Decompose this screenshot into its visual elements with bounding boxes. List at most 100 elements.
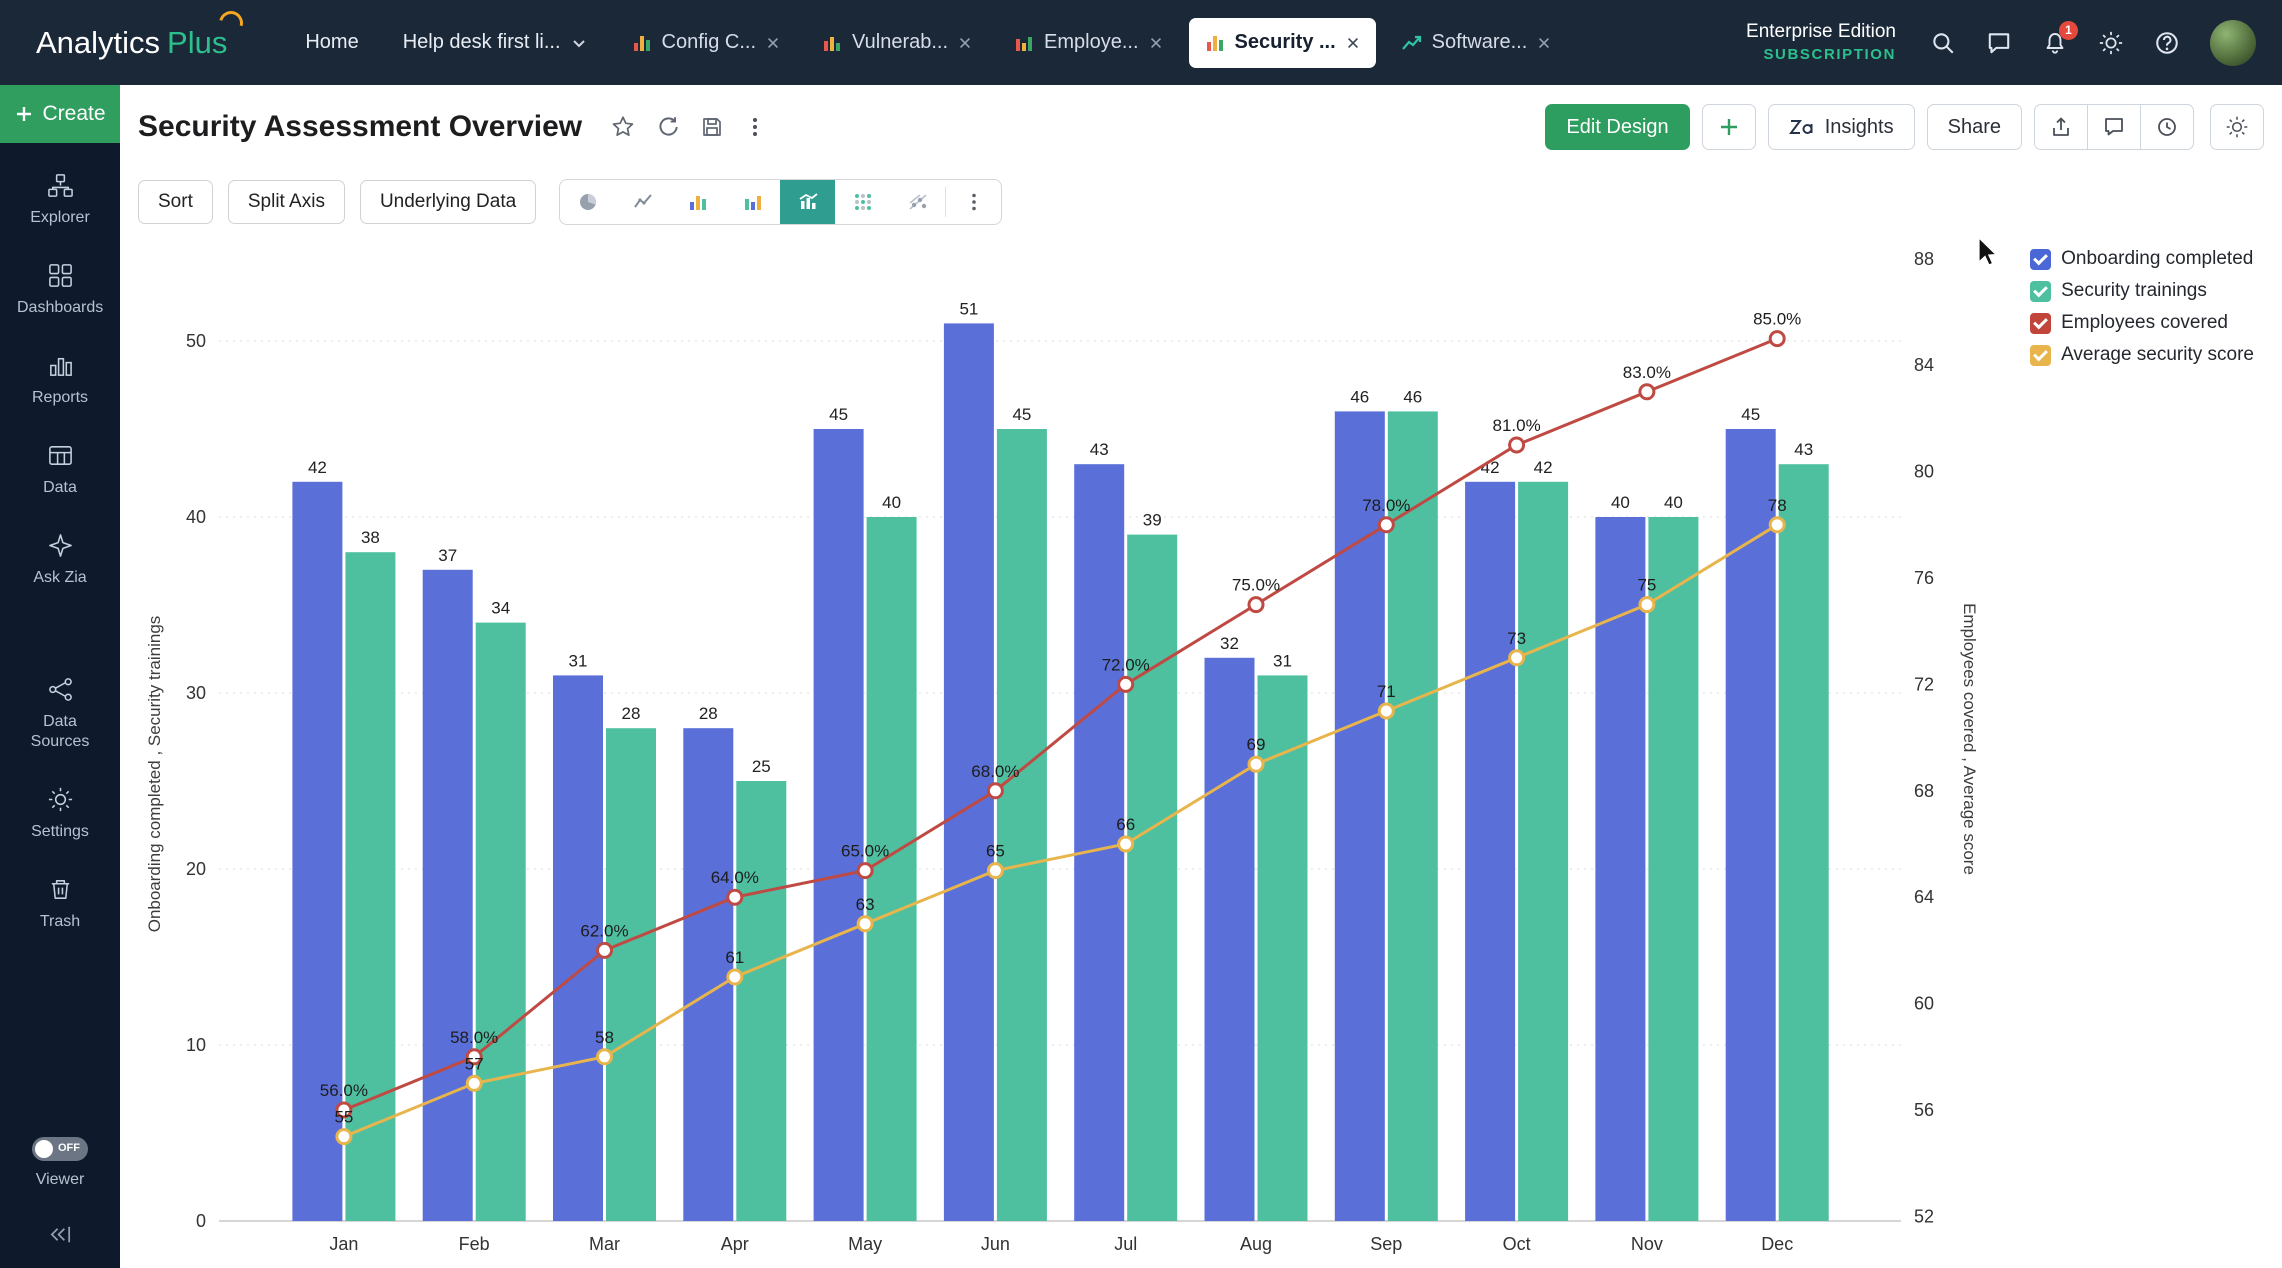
workspace-selector[interactable]: Help desk first li... bbox=[403, 31, 588, 54]
tab-vulnerability[interactable]: Vulnerab... bbox=[806, 18, 988, 68]
top-navigation-bar: Analytics Plus Home Help desk first li..… bbox=[0, 0, 2282, 85]
toggle-state-label: OFF bbox=[58, 1142, 80, 1155]
viewer-label: Viewer bbox=[35, 1171, 85, 1188]
bar-chart-type-icon[interactable] bbox=[670, 180, 725, 224]
tab-config[interactable]: Config C... bbox=[616, 18, 796, 68]
add-button[interactable] bbox=[1701, 104, 1756, 150]
favorite-star-icon[interactable] bbox=[610, 114, 636, 140]
close-icon[interactable] bbox=[957, 35, 973, 51]
line-chart-type-icon[interactable] bbox=[615, 180, 670, 224]
sidebar-item-dashboards[interactable]: Dashboards bbox=[0, 245, 120, 335]
logo-swoosh-icon bbox=[214, 6, 248, 39]
svg-text:78: 78 bbox=[1768, 496, 1787, 515]
sidebar-item-explorer[interactable]: Explorer bbox=[0, 155, 120, 245]
insights-button[interactable]: Insights bbox=[1767, 104, 1915, 150]
stacked-bar-chart-type-icon[interactable] bbox=[725, 180, 780, 224]
more-options-kebab-icon[interactable] bbox=[743, 114, 767, 140]
edit-design-button[interactable]: Edit Design bbox=[1545, 104, 1690, 150]
svg-text:25: 25 bbox=[752, 757, 771, 776]
comments-button[interactable] bbox=[2087, 104, 2141, 150]
sidebar-item-reports[interactable]: Reports bbox=[0, 335, 120, 425]
viewer-toggle[interactable]: OFF Viewer bbox=[0, 1120, 120, 1207]
gear-icon[interactable] bbox=[2098, 30, 2124, 56]
sidebar-item-trash[interactable]: Trash bbox=[0, 859, 120, 949]
scatter-chart-type-icon[interactable] bbox=[835, 180, 890, 224]
title-icon-group bbox=[610, 114, 767, 140]
tab-software[interactable]: Software... bbox=[1386, 18, 1568, 68]
close-icon[interactable] bbox=[1536, 35, 1552, 51]
tab-employee[interactable]: Employe... bbox=[998, 18, 1178, 68]
comment-icon bbox=[2105, 118, 2123, 136]
chart-toolbar: Sort Split Axis Underlying Data bbox=[120, 169, 2282, 234]
nav-home[interactable]: Home bbox=[305, 31, 359, 53]
svg-text:68: 68 bbox=[1914, 781, 1934, 801]
report-settings-button[interactable] bbox=[2210, 104, 2264, 150]
legend-item[interactable]: Employees covered bbox=[2030, 312, 2254, 334]
sidebar-item-settings[interactable]: Settings bbox=[0, 769, 120, 859]
svg-text:32: 32 bbox=[1220, 634, 1239, 653]
legend-item[interactable]: Security trainings bbox=[2030, 280, 2254, 302]
logo-text-analytics: Analytics bbox=[36, 24, 161, 60]
pie-chart-type-icon[interactable] bbox=[560, 180, 615, 224]
sidebar-item-data-sources[interactable]: Data Sources bbox=[0, 659, 120, 769]
save-icon[interactable] bbox=[700, 115, 724, 139]
bar-chart-icon bbox=[1206, 35, 1223, 51]
legend-item[interactable]: Average security score bbox=[2030, 344, 2254, 366]
svg-text:75: 75 bbox=[1637, 576, 1656, 595]
search-icon[interactable] bbox=[1930, 30, 1956, 56]
svg-text:Employees covered , Average sc: Employees covered , Average score bbox=[1960, 603, 1979, 875]
toggle-knob bbox=[35, 1140, 53, 1158]
svg-text:60: 60 bbox=[1914, 994, 1934, 1014]
toggle-off-pill[interactable]: OFF bbox=[32, 1137, 88, 1161]
underlying-data-button[interactable]: Underlying Data bbox=[359, 179, 537, 224]
svg-text:46: 46 bbox=[1403, 387, 1422, 406]
subscription-label: SUBSCRIPTION bbox=[1763, 46, 1896, 64]
svg-text:81.0%: 81.0% bbox=[1492, 416, 1540, 435]
svg-text:64.0%: 64.0% bbox=[711, 868, 759, 887]
help-icon[interactable] bbox=[2154, 30, 2180, 56]
chat-icon[interactable] bbox=[1986, 30, 2012, 56]
close-icon[interactable] bbox=[1345, 35, 1361, 51]
combo-chart[interactable]: 42 38 Jan 37 34 Feb 31 28 Mar 28 25 Apr 45 40 May 51 45 J… bbox=[120, 234, 2282, 1268]
svg-text:72.0%: 72.0% bbox=[1102, 655, 1150, 674]
svg-text:Mar: Mar bbox=[589, 1234, 620, 1254]
user-avatar[interactable] bbox=[2210, 19, 2256, 66]
notifications-bell-icon[interactable]: 1 bbox=[2042, 20, 2078, 56]
refresh-icon[interactable] bbox=[655, 114, 681, 140]
svg-text:88: 88 bbox=[1914, 249, 1934, 269]
legend-checkbox[interactable] bbox=[2030, 312, 2052, 334]
svg-text:38: 38 bbox=[361, 528, 380, 547]
close-icon[interactable] bbox=[1148, 35, 1164, 51]
tab-security-active[interactable]: Security ... bbox=[1188, 17, 1376, 68]
collapse-sidebar-button[interactable] bbox=[0, 1207, 120, 1268]
chevron-down-icon bbox=[572, 39, 585, 47]
combo-chart-type-icon-selected[interactable] bbox=[780, 179, 836, 224]
app-logo[interactable]: Analytics Plus bbox=[36, 6, 248, 61]
export-button[interactable] bbox=[2034, 104, 2088, 150]
svg-text:31: 31 bbox=[569, 651, 588, 670]
legend-item[interactable]: Onboarding completed bbox=[2030, 248, 2254, 270]
bubble-chart-type-icon[interactable] bbox=[890, 180, 945, 224]
legend-checkbox[interactable] bbox=[2030, 280, 2052, 302]
history-button[interactable] bbox=[2140, 104, 2194, 150]
svg-text:76: 76 bbox=[1914, 568, 1934, 588]
logo-text-plus: Plus bbox=[167, 6, 248, 61]
svg-text:40: 40 bbox=[882, 493, 901, 512]
svg-text:85.0%: 85.0% bbox=[1753, 310, 1801, 329]
sort-button[interactable]: Sort bbox=[138, 179, 213, 224]
more-chart-types-kebab-icon[interactable] bbox=[946, 180, 1001, 224]
split-axis-button[interactable]: Split Axis bbox=[227, 179, 345, 224]
legend-checkbox[interactable] bbox=[2030, 248, 2052, 270]
create-button[interactable]: Create bbox=[0, 85, 120, 143]
close-icon[interactable] bbox=[765, 35, 781, 51]
svg-text:65.0%: 65.0% bbox=[841, 842, 889, 861]
chart-area: 42 38 Jan 37 34 Feb 31 28 Mar 28 25 Apr 45 40 May 51 45 J… bbox=[120, 234, 2282, 1268]
sidebar-item-label: Data bbox=[43, 479, 77, 496]
legend-checkbox[interactable] bbox=[2030, 344, 2052, 366]
svg-text:61: 61 bbox=[725, 948, 744, 967]
sidebar-item-label: Explorer bbox=[30, 209, 90, 226]
sidebar-item-data[interactable]: Data bbox=[0, 425, 120, 515]
svg-text:43: 43 bbox=[1090, 440, 1109, 459]
sidebar-item-ask-zia[interactable]: Ask Zia bbox=[0, 515, 120, 605]
share-button[interactable]: Share bbox=[1926, 104, 2022, 150]
